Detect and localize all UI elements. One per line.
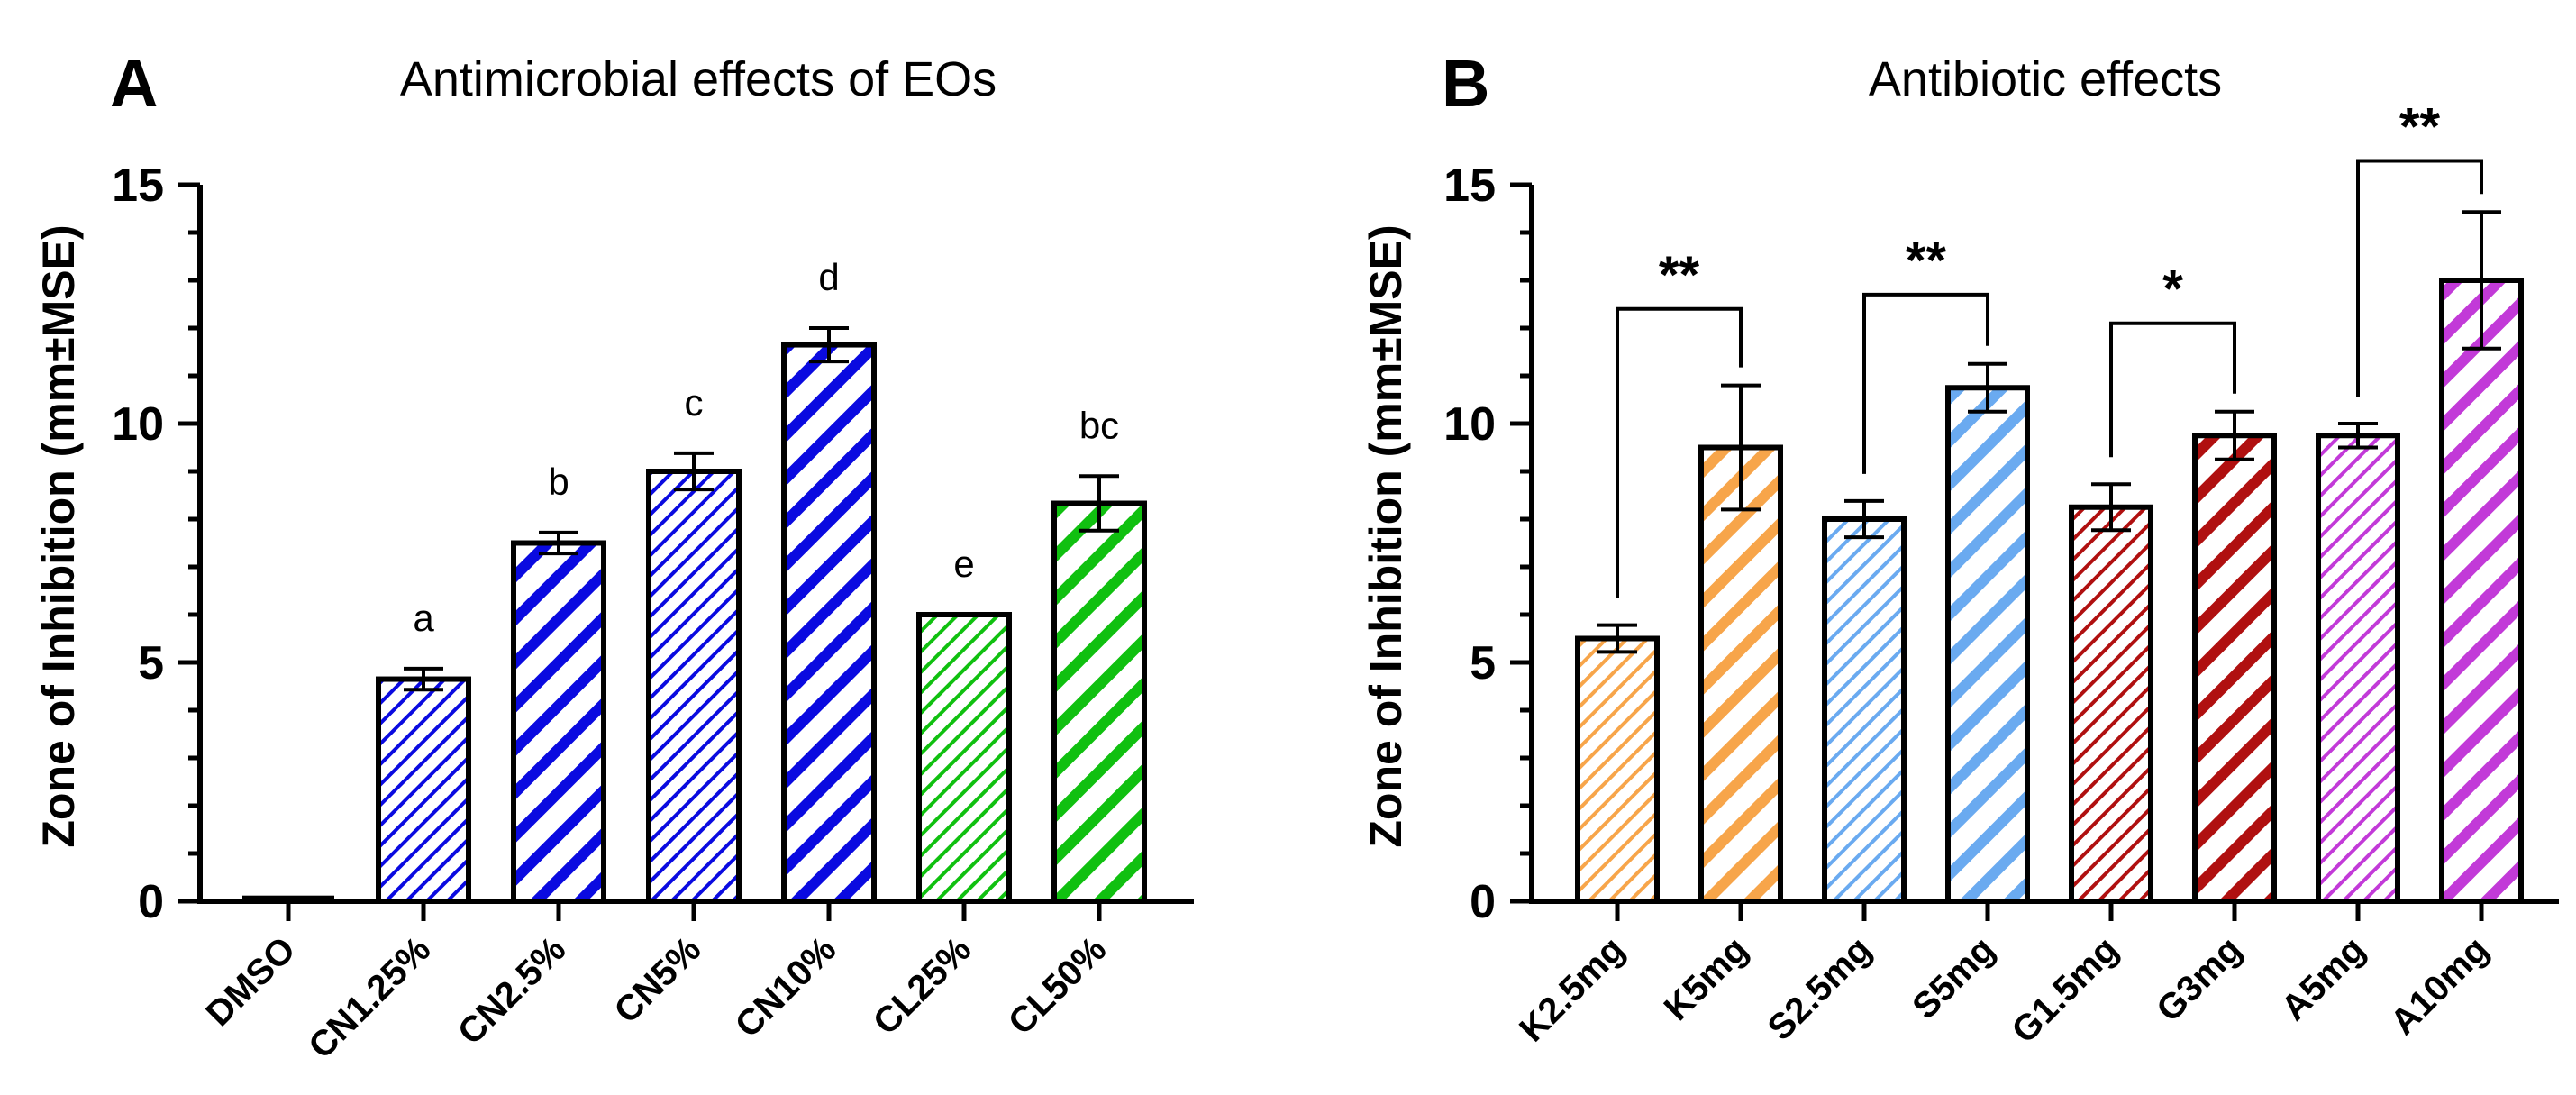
plot-area-b: 0 5 10 15 K2.5mg K5mg S2.5mg S5mg G1.5mg G3mg A5mg… (1443, 98, 2559, 1051)
y-axis-label-b: Zone of Inhibition (mm±MSE) (1361, 224, 1411, 847)
x-tick-label: CN5% (607, 929, 709, 1031)
chart-panel-b: B Antibiotic effects Zone of Inhibition … (1361, 46, 2559, 1051)
x-tick-label: CL25% (866, 929, 979, 1042)
x-tick-label: A10mg (2383, 929, 2496, 1042)
chart-panel-a: A Antimicrobial effects of EOs Zone of I… (33, 46, 1194, 1066)
bar-S5mg (1945, 385, 2030, 904)
x-tick-label: CN10% (728, 929, 844, 1045)
comparison-bracket (1616, 306, 1743, 598)
x-tick-label: G1.5mg (2005, 929, 2126, 1051)
bar-CN10% (781, 342, 877, 904)
x-tick-label: S2.5mg (1761, 929, 1880, 1048)
bar-CN1.25% (376, 676, 471, 904)
y-axis-label-a: Zone of Inhibition (mm±MSE) (33, 224, 84, 847)
y-tick-label: 5 (138, 637, 164, 689)
bar-CN2.5% (511, 540, 606, 904)
significance-letter: a (413, 597, 434, 639)
x-tick-label: G3mg (2149, 929, 2249, 1029)
significance-stars: * (2162, 260, 2183, 319)
comparison-bracket (1862, 292, 1989, 474)
significance-stars: ** (2399, 98, 2441, 157)
y-tick-label: 5 (1470, 637, 1496, 689)
bar-G3mg (2192, 433, 2277, 904)
panel-letter-a: A (110, 46, 158, 121)
x-tick-label: K2.5mg (1512, 929, 1632, 1049)
significance-letter: b (548, 461, 569, 503)
significance-stars: ** (1659, 246, 1700, 305)
significance-letter: d (818, 256, 839, 298)
panel-letter-b: B (1442, 46, 1489, 121)
bar-CL25% (916, 612, 1012, 904)
x-tick-label: CN2.5% (451, 929, 573, 1052)
chart-title-a: Antimicrobial effects of EOs (400, 52, 997, 106)
bar-CL50% (1051, 500, 1147, 904)
y-tick-label: 0 (1470, 876, 1496, 928)
y-tick-label: 10 (112, 398, 164, 451)
bar-DMSO (242, 895, 334, 903)
y-tick-label: 15 (1443, 160, 1496, 212)
bar-G1.5mg (2069, 504, 2153, 904)
significance-letter: bc (1079, 404, 1119, 446)
x-tick-label: CN1.25% (301, 929, 438, 1066)
y-tick-label: 10 (1443, 398, 1496, 451)
chart-title-b: Antibiotic effects (1869, 52, 2222, 106)
significance-stars: ** (1906, 232, 1947, 290)
bar-K2.5mg (1575, 635, 1660, 904)
bar-S2.5mg (1822, 516, 1907, 904)
y-tick-label: 0 (138, 876, 164, 928)
bar-K5mg (1698, 444, 1783, 904)
y-tick-label: 15 (112, 160, 164, 212)
significance-letter: e (953, 543, 974, 585)
comparison-bracket (2109, 321, 2236, 458)
significance-letter: c (685, 381, 704, 424)
bar-A5mg (2316, 433, 2400, 904)
bar-A10mg (2439, 278, 2524, 904)
x-tick-label: S5mg (1905, 929, 2002, 1027)
comparison-bracket (2356, 159, 2483, 397)
x-tick-label: A5mg (2274, 929, 2373, 1028)
x-tick-label: CL50% (1001, 929, 1114, 1042)
x-tick-label: K5mg (1657, 929, 1756, 1028)
x-tick-label: DMSO (198, 929, 303, 1034)
bar-CN5% (646, 469, 742, 904)
